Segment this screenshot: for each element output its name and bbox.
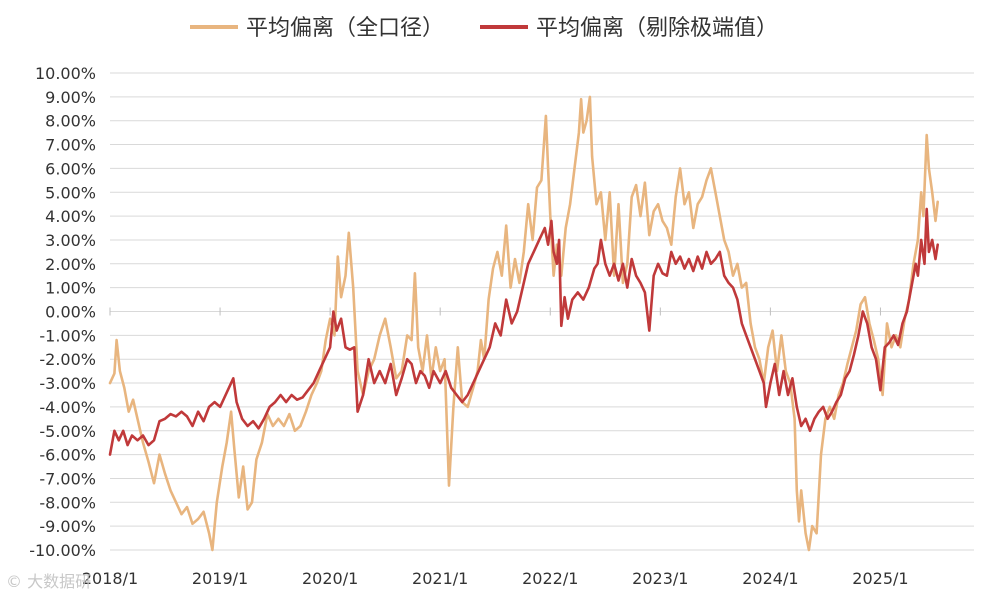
y-tick-label: 7.00% [45,136,96,155]
legend-label: 平均偏离（全口径） [246,16,444,41]
x-tick-label: 2018/1 [82,569,138,588]
y-tick-label: -1.00% [39,326,96,345]
y-tick-label: 9.00% [45,88,96,107]
x-tick-label: 2022/1 [522,569,578,588]
y-tick-label: 1.00% [45,279,96,298]
y-tick-label: -10.00% [29,541,96,560]
y-tick-label: 8.00% [45,112,96,131]
x-tick-label: 2020/1 [302,569,358,588]
grid [110,72,974,551]
watermark: © 大数据研 [6,572,92,591]
x-tick-label: 2019/1 [192,569,248,588]
y-tick-label: 6.00% [45,159,96,178]
y-tick-label: -3.00% [39,374,96,393]
series-line-full [108,95,939,552]
y-tick-label: 3.00% [45,231,96,250]
y-tick-label: 10.00% [35,64,96,83]
x-axis: 2018/1 2019/1 2020/1 2021/1 2022/1 2023/1 2024… [82,307,909,588]
y-tick-label: -4.00% [39,398,96,417]
y-tick-label: 5.00% [45,183,96,202]
legend: 平均偏离（全口径） 平均偏离（剔除极端值） [190,16,778,41]
y-tick-label: -2.00% [39,350,96,369]
y-tick-label: 0.00% [45,303,96,322]
x-tick-label: 2025/1 [852,569,908,588]
x-tick-label: 2021/1 [412,569,468,588]
legend-label: 平均偏离（剔除极端值） [536,16,778,41]
x-tick-label: 2023/1 [632,569,688,588]
y-tick-label: -5.00% [39,422,96,441]
y-tick-label: -7.00% [39,469,96,488]
y-tick-label: -8.00% [39,493,96,512]
series-line-trimmed [108,207,939,456]
y-tick-label: -6.00% [39,446,96,465]
y-tick-label: 4.00% [45,207,96,226]
y-tick-label: 2.00% [45,255,96,274]
y-tick-label: -9.00% [39,517,96,536]
x-tick-label: 2024/1 [742,569,798,588]
y-axis: -10.00% -9.00% -8.00% -7.00% -6.00% -5.00% -4.… [29,64,96,560]
series-lines [108,95,939,552]
